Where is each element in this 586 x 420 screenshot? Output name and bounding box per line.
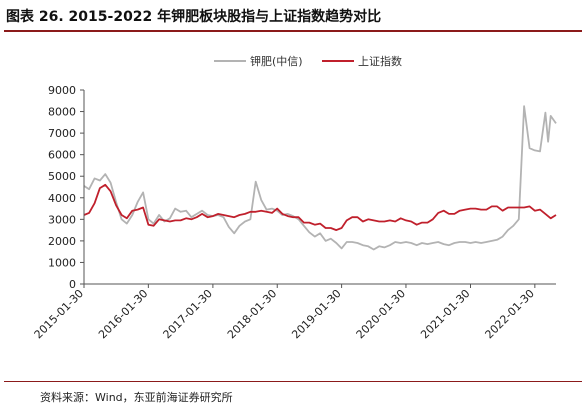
y-tick-label: 0 xyxy=(69,278,76,291)
y-tick-label: 8000 xyxy=(48,106,76,119)
figure-title: 图表 26. 2015-2022 年钾肥板块股指与上证指数趋势对比 xyxy=(6,9,382,25)
y-tick-label: 9000 xyxy=(48,84,76,97)
x-tick-label: 2021-01-30 xyxy=(418,287,472,341)
title-rule xyxy=(4,30,582,32)
y-tick-label: 5000 xyxy=(48,170,76,183)
chart-legend: 钾肥(中信) 上证指数 xyxy=(214,54,402,68)
y-tick-label: 1000 xyxy=(48,256,76,269)
series-line-potash xyxy=(83,105,557,251)
x-tick-label: 2020-01-30 xyxy=(354,287,408,341)
x-tick-label: 2019-01-30 xyxy=(289,287,343,341)
legend-label: 上证指数 xyxy=(358,54,402,68)
series-line-sse xyxy=(83,183,557,232)
x-tick-label: 2015-01-30 xyxy=(32,287,86,341)
plot-area xyxy=(83,105,557,251)
y-tick-label: 4000 xyxy=(48,192,76,205)
y-tick-label: 3000 xyxy=(48,213,76,226)
line-chart: 钾肥(中信) 上证指数 0 1000 2000 3000 4000 5000 6000 7000… xyxy=(32,54,557,341)
legend-label: 钾肥(中信) xyxy=(250,54,303,68)
footer-rule xyxy=(4,381,582,382)
y-tick-label: 6000 xyxy=(48,149,76,162)
x-tick-label: 2016-01-30 xyxy=(96,287,150,341)
x-tick-label: 2017-01-30 xyxy=(161,287,215,341)
y-axis: 0 1000 2000 3000 4000 5000 6000 7000 8000 9000 xyxy=(48,84,85,291)
y-tick-label: 7000 xyxy=(48,127,76,140)
x-axis: 2015-01-30 2016-01-30 2017-01-30 2018-01-30… xyxy=(32,283,556,341)
x-tick-label: 2022-01-30 xyxy=(483,287,537,341)
y-tick-label: 2000 xyxy=(48,235,76,248)
x-tick-label: 2018-01-30 xyxy=(225,287,279,341)
source-note: 资料来源：Wind，东亚前海证券研究所 xyxy=(40,391,233,404)
